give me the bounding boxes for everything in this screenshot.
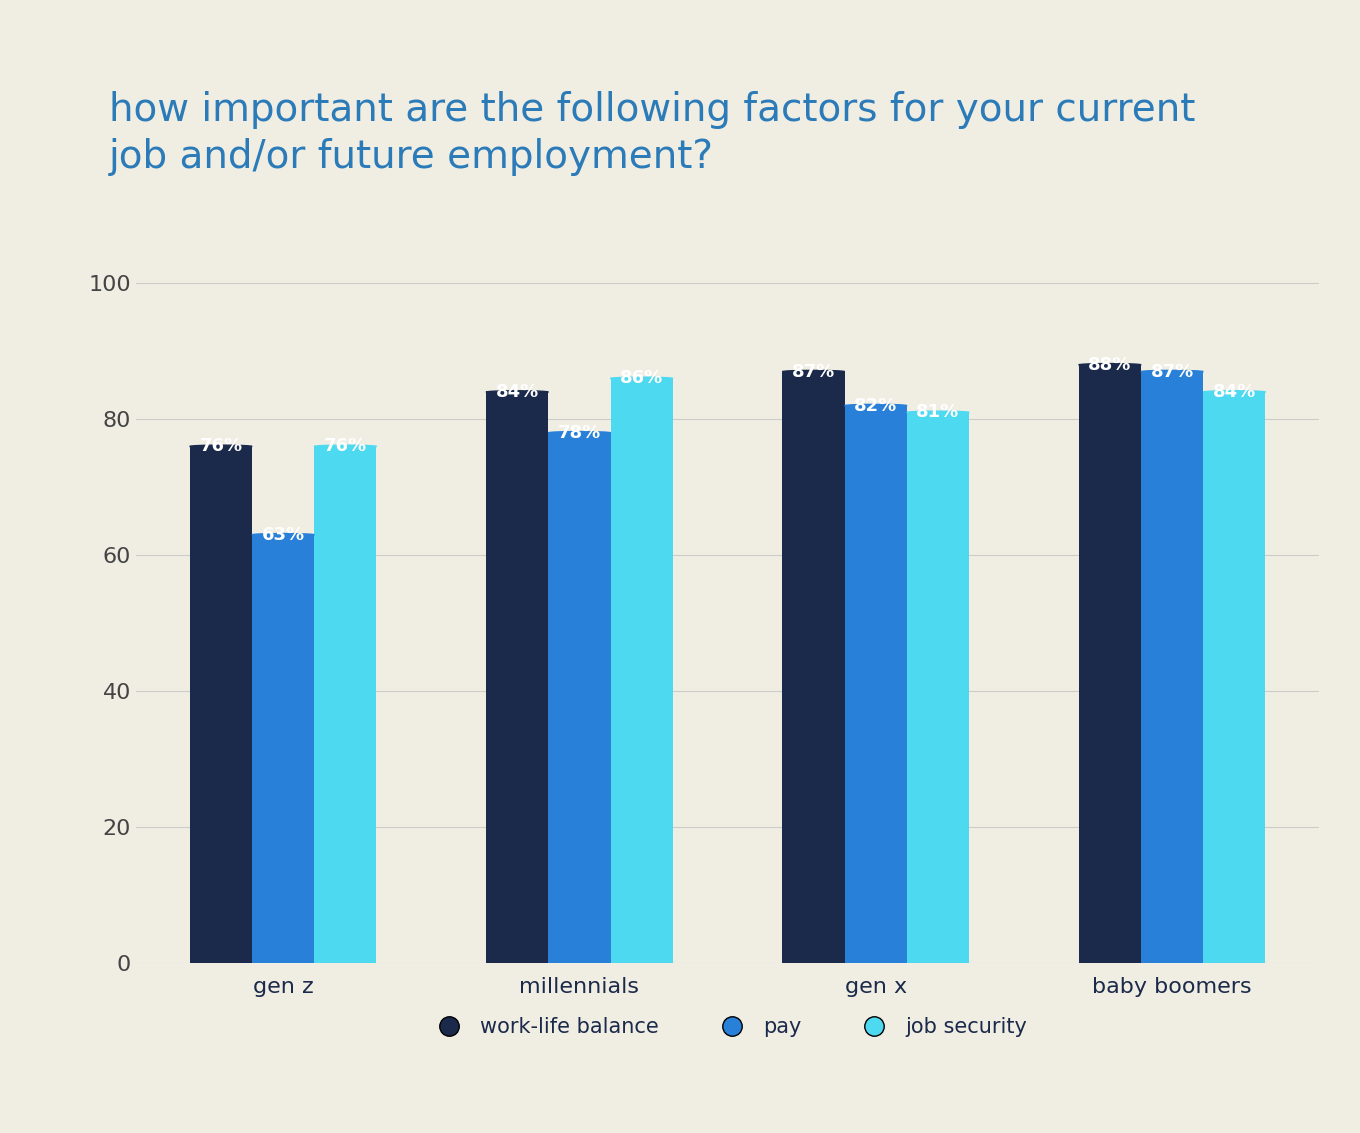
Bar	[1141, 372, 1204, 963]
Bar	[782, 372, 845, 963]
Bar	[611, 378, 673, 963]
Bar	[190, 446, 252, 963]
Text: how important are the following factors for your current
job and/or future emplo: how important are the following factors …	[109, 91, 1195, 176]
Text: 82%: 82%	[854, 397, 898, 415]
Text: 86%: 86%	[620, 369, 664, 387]
Ellipse shape	[190, 445, 252, 448]
Bar	[252, 535, 314, 963]
Text: 63%: 63%	[261, 526, 305, 544]
Bar	[907, 412, 970, 963]
Ellipse shape	[252, 534, 314, 536]
Ellipse shape	[1204, 391, 1265, 393]
Ellipse shape	[548, 432, 611, 434]
Text: 84%: 84%	[495, 383, 539, 401]
Ellipse shape	[314, 445, 377, 448]
Text: 81%: 81%	[917, 403, 960, 421]
Bar	[548, 433, 611, 963]
Ellipse shape	[907, 411, 970, 414]
Ellipse shape	[1141, 370, 1204, 373]
Ellipse shape	[782, 370, 845, 373]
Text: 88%: 88%	[1088, 356, 1132, 374]
Text: 87%: 87%	[792, 363, 835, 381]
Legend: work-life balance, pay, job security: work-life balance, pay, job security	[419, 1008, 1036, 1046]
Bar	[1204, 392, 1265, 963]
Bar	[314, 446, 377, 963]
Ellipse shape	[486, 391, 548, 393]
Text: 87%: 87%	[1151, 363, 1194, 381]
Bar	[1078, 365, 1141, 963]
Ellipse shape	[611, 377, 673, 380]
Ellipse shape	[1078, 364, 1141, 366]
Text: 76%: 76%	[200, 437, 242, 455]
Text: 78%: 78%	[558, 424, 601, 442]
Bar	[486, 392, 548, 963]
Ellipse shape	[845, 404, 907, 407]
Bar	[845, 406, 907, 963]
Text: 84%: 84%	[1213, 383, 1255, 401]
Text: 76%: 76%	[324, 437, 367, 455]
